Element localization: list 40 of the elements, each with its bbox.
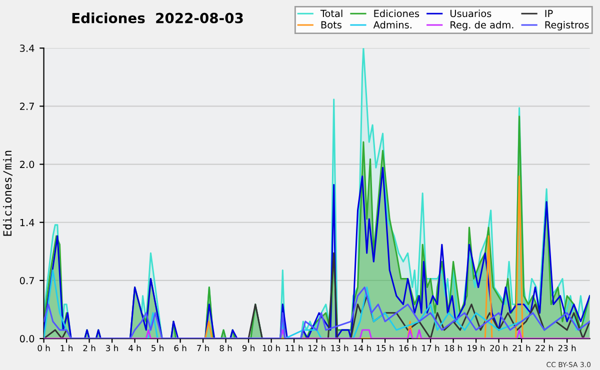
legend-label: Usuarios	[450, 10, 492, 18]
y-tick-label: 2.0	[20, 160, 34, 168]
x-tick-label: 12 h	[308, 344, 326, 352]
legend-label: Reg. de adm.	[450, 20, 514, 30]
legend-label: Bots	[321, 21, 342, 29]
x-tick-label: 7 h	[197, 344, 209, 352]
y-tick-label: 2.7	[20, 102, 34, 110]
y-tick-label: 0.0	[20, 335, 34, 342]
legend-label: IP	[545, 10, 553, 18]
y-tick-label: 1.4	[20, 218, 34, 226]
x-tick-label: 23 h	[558, 344, 576, 352]
x-tick-label: 22 h	[536, 344, 553, 352]
y-axis-title: Ediciones/min	[3, 150, 12, 236]
x-tick-label: 3 h	[106, 344, 118, 352]
x-tick-label: 21 h	[512, 344, 530, 352]
chart-title: Ediciones 2022-08-03	[72, 12, 243, 24]
legend-label: Ediciones	[374, 10, 420, 18]
x-tick-label: 14 h	[354, 344, 371, 352]
x-tick-label: 13 h	[331, 344, 348, 352]
y-tick-label: 0.7	[20, 276, 34, 284]
x-tick-label: 0 h	[38, 344, 50, 352]
x-tick-label: 5 h	[152, 344, 164, 352]
x-tick-label: 11 h	[286, 344, 303, 352]
x-tick-label: 6 h	[174, 344, 186, 352]
x-tick-label: 4 h	[128, 344, 141, 352]
x-tick-label: 1 h	[60, 344, 72, 352]
x-tick-label: 18 h	[444, 344, 462, 352]
x-tick-label: 2 h	[83, 344, 96, 352]
x-tick-label: 17 h	[422, 344, 440, 352]
y-tick-label: 3.4	[20, 44, 34, 52]
x-tick-label: 20 h	[490, 344, 508, 352]
x-tick-label: 10 h	[262, 344, 280, 352]
x-tick-label: 16 h	[399, 344, 416, 352]
legend-label: Admins.	[373, 20, 412, 29]
legend-label: Registros	[545, 20, 589, 30]
legend-label: Total	[320, 10, 342, 18]
x-tick-label: 9 h	[242, 344, 254, 352]
x-tick-label: 19 h	[468, 344, 485, 352]
x-tick-label: 15 h	[376, 344, 394, 352]
x-tick-label: 8 h	[220, 344, 232, 352]
